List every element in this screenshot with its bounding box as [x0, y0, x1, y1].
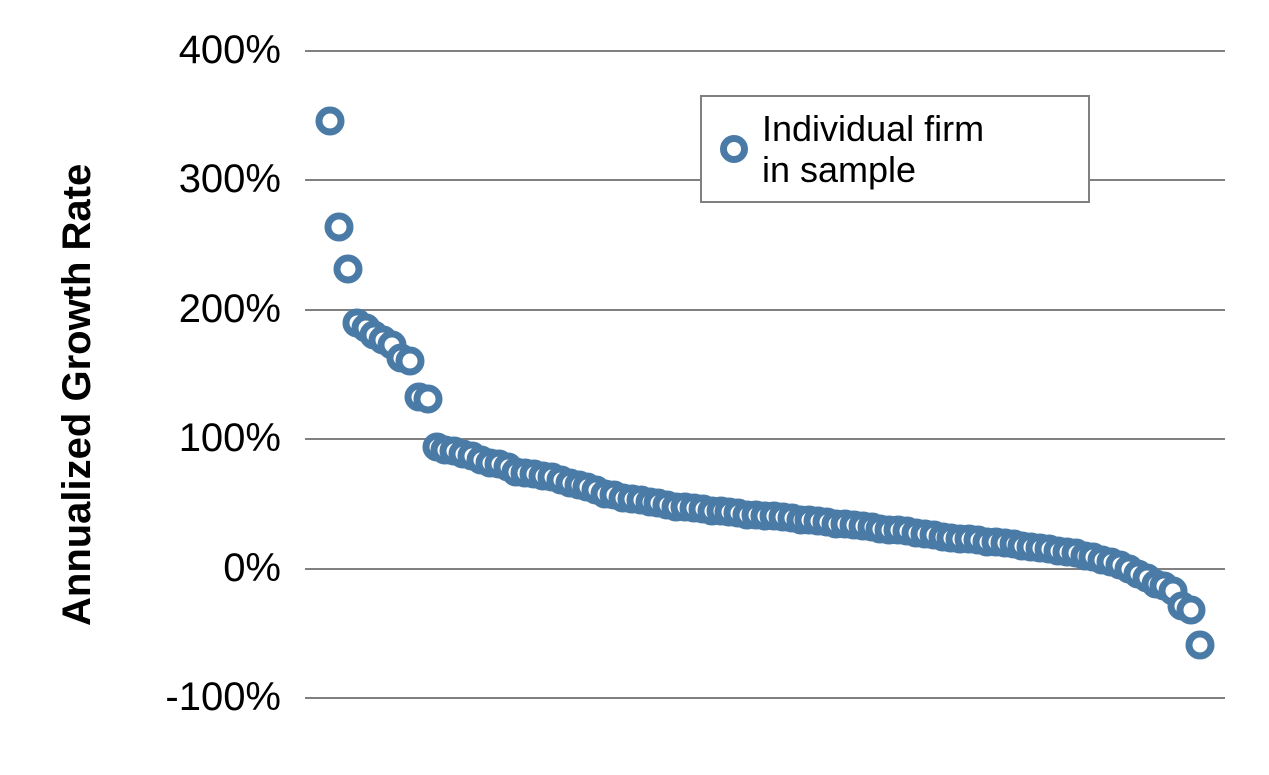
legend-label: Individual firm in sample	[762, 108, 984, 191]
legend-marker-icon	[720, 135, 748, 163]
data-point	[316, 107, 345, 136]
y-tick-label: 400%	[101, 28, 281, 73]
data-point	[413, 385, 442, 414]
data-point	[395, 346, 424, 375]
data-point	[1177, 596, 1206, 625]
y-tick-label: 100%	[101, 416, 281, 461]
y-tick-label: 0%	[101, 546, 281, 591]
gridline	[305, 50, 1225, 52]
legend: Individual firm in sample	[700, 95, 1090, 203]
y-tick-label: 300%	[101, 157, 281, 202]
y-tick-label: 200%	[101, 287, 281, 332]
y-tick-label: -100%	[101, 675, 281, 720]
data-point	[333, 254, 362, 283]
data-point	[1186, 631, 1215, 660]
data-point	[324, 213, 353, 242]
growth-rate-chart: Annualized Growth Rate Individual firm i…	[0, 0, 1269, 775]
gridline	[305, 309, 1225, 311]
gridline	[305, 697, 1225, 699]
y-axis-title: Annualized Growth Rate	[55, 164, 100, 626]
